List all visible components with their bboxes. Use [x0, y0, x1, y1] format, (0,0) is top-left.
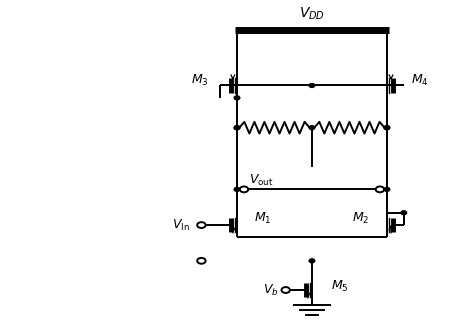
- Text: $V_b$: $V_b$: [263, 282, 279, 297]
- Text: $M_3$: $M_3$: [191, 73, 209, 88]
- Text: $M_5$: $M_5$: [331, 279, 349, 294]
- Circle shape: [197, 258, 206, 264]
- Circle shape: [240, 187, 248, 192]
- Circle shape: [376, 187, 384, 192]
- Circle shape: [384, 187, 390, 191]
- Circle shape: [234, 187, 240, 191]
- Circle shape: [309, 83, 315, 87]
- Circle shape: [309, 126, 315, 130]
- Circle shape: [234, 126, 240, 130]
- Text: $V_{\mathrm{out}}$: $V_{\mathrm{out}}$: [249, 173, 273, 188]
- Text: $M_4$: $M_4$: [411, 73, 428, 88]
- Circle shape: [384, 126, 390, 130]
- Text: $V_{DD}$: $V_{DD}$: [299, 6, 325, 22]
- Circle shape: [401, 211, 407, 215]
- Circle shape: [309, 259, 315, 263]
- Text: $V_{\mathrm{In}}$: $V_{\mathrm{In}}$: [172, 217, 190, 232]
- Circle shape: [234, 96, 240, 100]
- Circle shape: [197, 222, 206, 228]
- Circle shape: [384, 126, 390, 130]
- Text: $M_2$: $M_2$: [353, 211, 370, 226]
- Circle shape: [282, 287, 290, 293]
- Text: $M_1$: $M_1$: [254, 211, 272, 226]
- Circle shape: [234, 126, 240, 130]
